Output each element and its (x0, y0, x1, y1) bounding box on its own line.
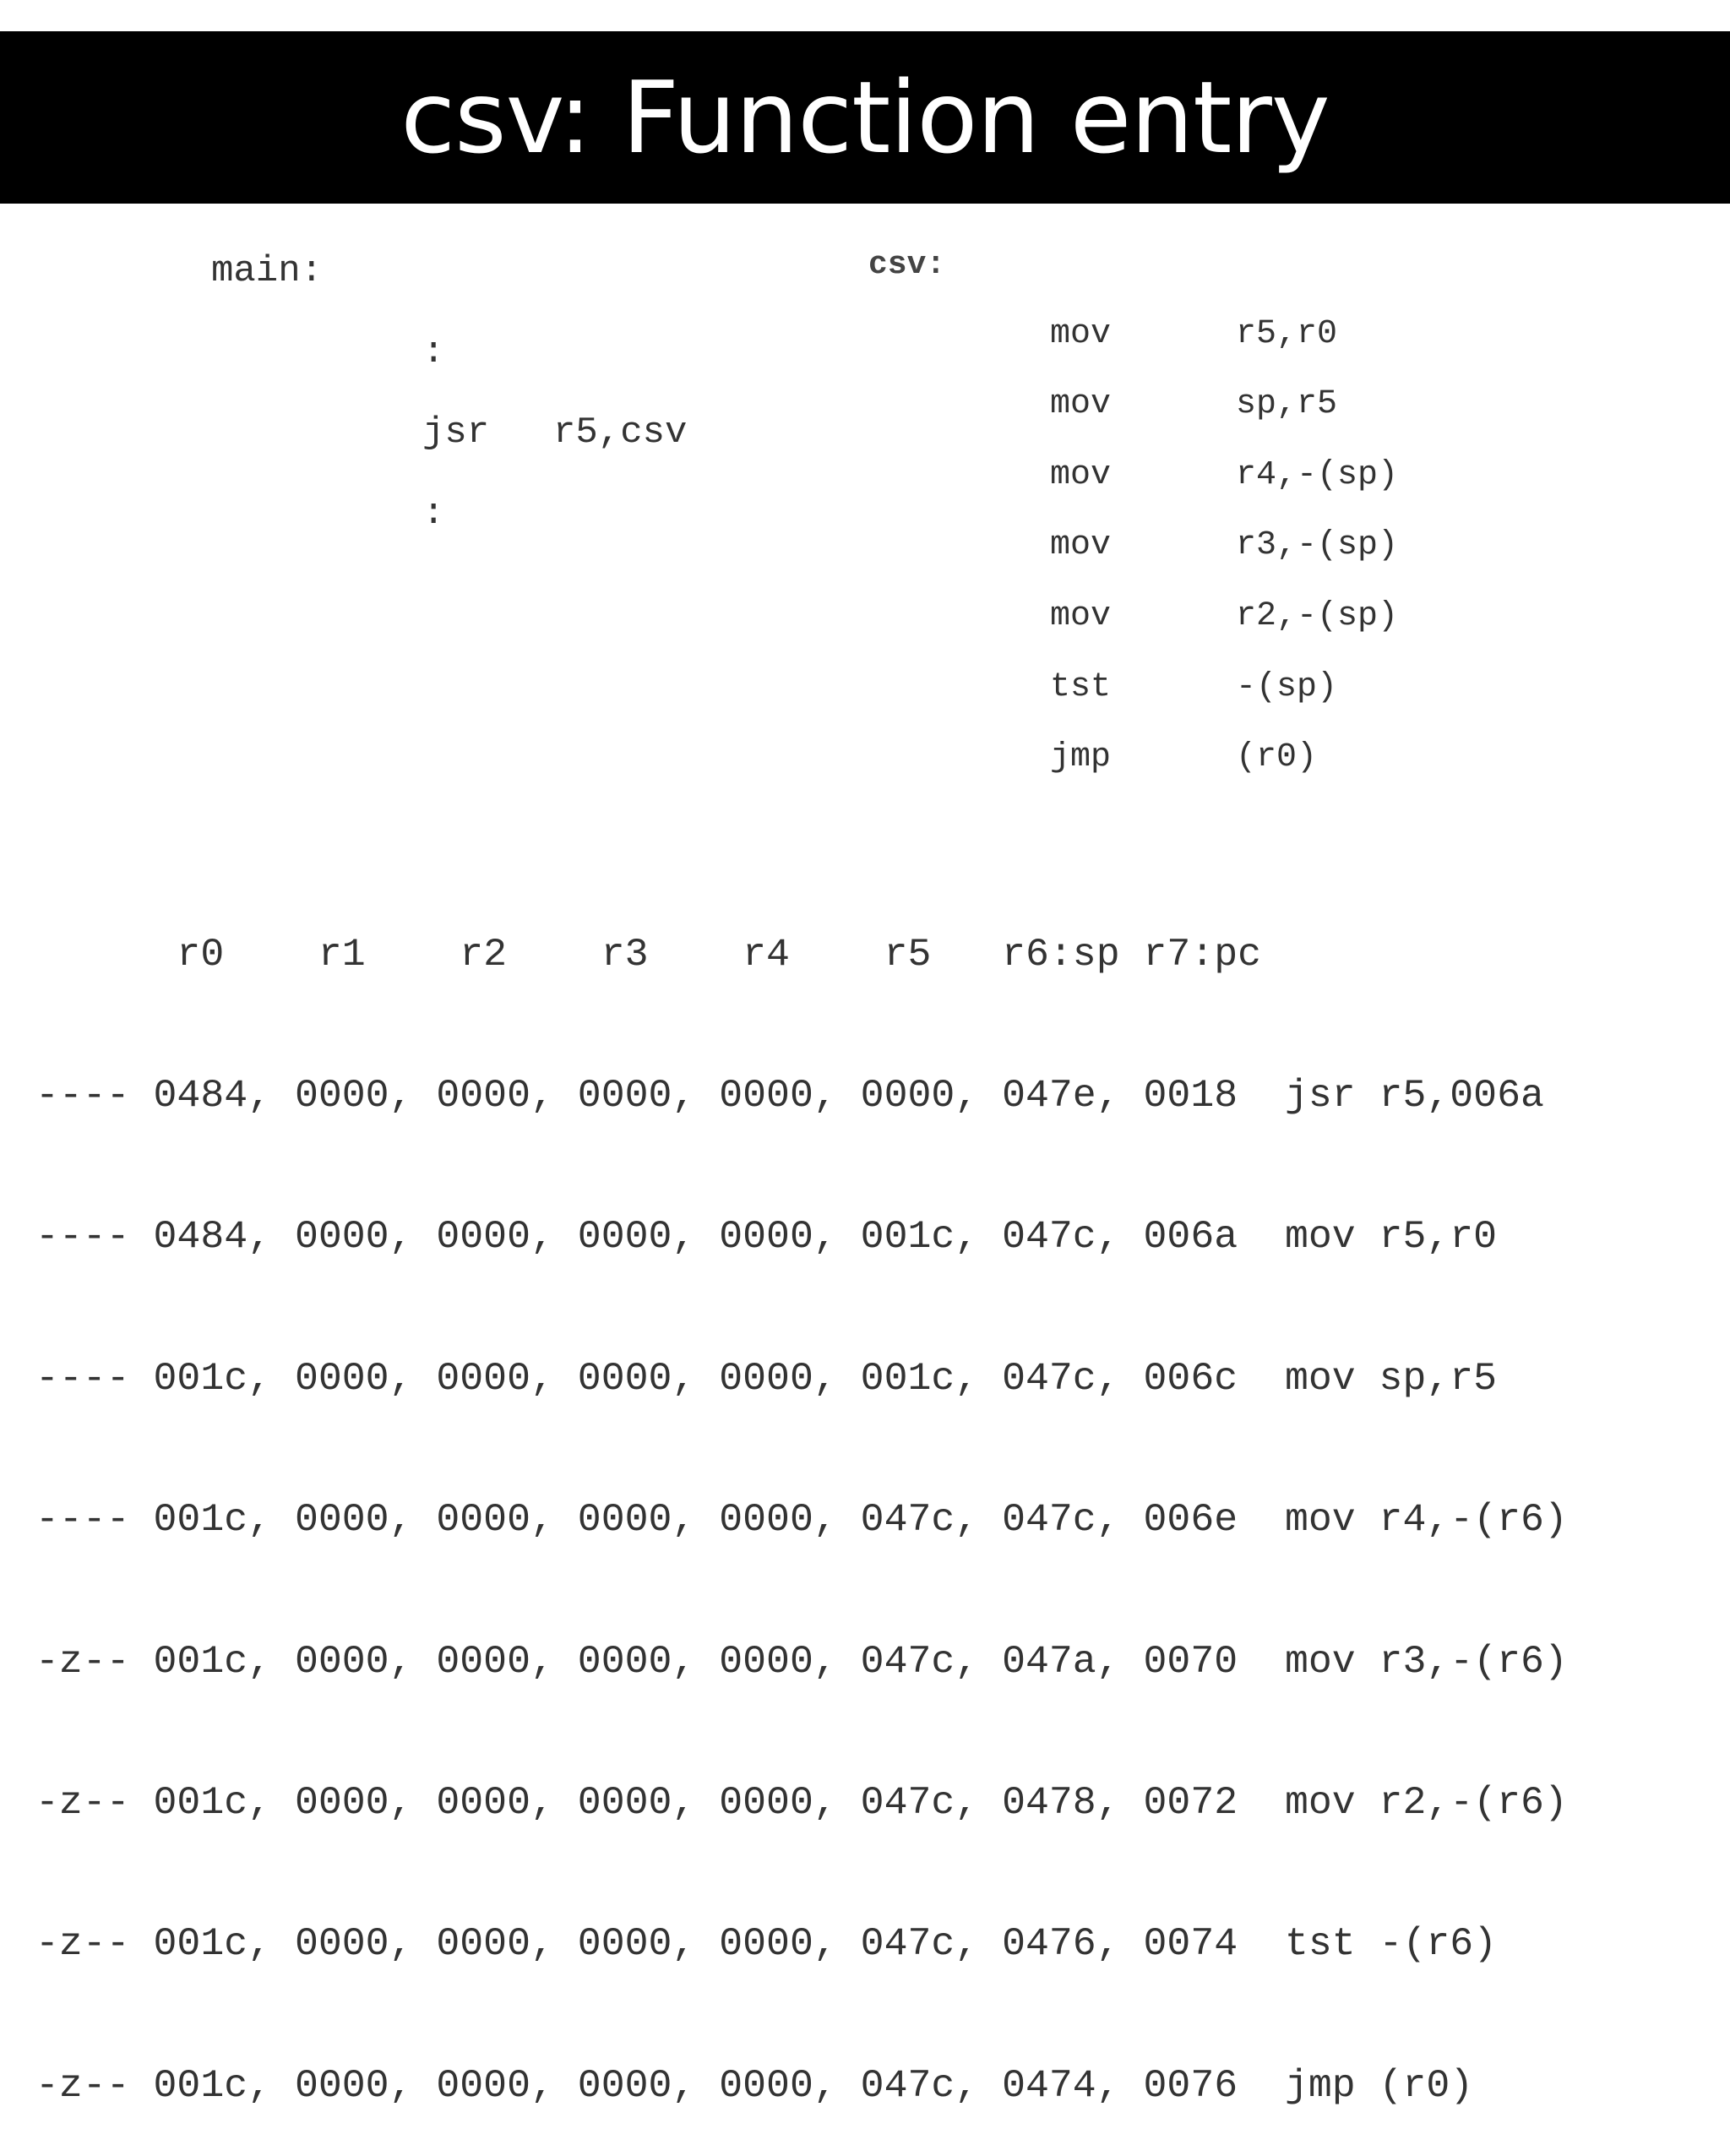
main-label: main: (211, 250, 324, 292)
main-op: : (422, 493, 445, 535)
csv-arg: r3,-(sp) (1236, 526, 1399, 564)
csv-arg: r5,r0 (1236, 315, 1338, 353)
csv-op: mov (1050, 315, 1112, 353)
csv-op: mov (1050, 456, 1112, 494)
csv-op: mov (1050, 597, 1112, 635)
trace-row: -z-- 001c, 0000, 0000, 0000, 0000, 047c,… (35, 1779, 1568, 1825)
trace-row: -z-- 001c, 0000, 0000, 0000, 0000, 047c,… (35, 1921, 1498, 1967)
trace-header: r0 r1 r2 r3 r4 r5 r6:sp r7:pc (35, 931, 1262, 977)
trace-row: ---- 0484, 0000, 0000, 0000, 0000, 0000,… (35, 1072, 1544, 1118)
trace-row: -z-- 001c, 0000, 0000, 0000, 0000, 047c,… (35, 1638, 1568, 1684)
csv-arg: (r0) (1236, 738, 1318, 776)
trace-row: ---- 001c, 0000, 0000, 0000, 0000, 001c,… (35, 1355, 1498, 1401)
trace-row: ---- 0484, 0000, 0000, 0000, 0000, 001c,… (35, 1214, 1498, 1260)
csv-op: tst (1050, 668, 1112, 706)
csv-op: mov (1050, 385, 1112, 423)
csv-arg: sp,r5 (1236, 385, 1338, 423)
csv-op: mov (1050, 526, 1112, 564)
register-trace: r0 r1 r2 r3 r4 r5 r6:sp r7:pc ---- 0484,… (35, 836, 1568, 2156)
main-op: : (422, 331, 445, 373)
trace-row: -z-- 001c, 0000, 0000, 0000, 0000, 047c,… (35, 2062, 1474, 2108)
slide-title-bar: csv: Function entry (0, 31, 1730, 204)
main-arg: r5,csv (553, 411, 688, 454)
csv-label: csv: (868, 247, 946, 283)
csv-arg: -(sp) (1236, 668, 1338, 706)
csv-arg: r4,-(sp) (1236, 456, 1399, 494)
slide-title: csv: Function entry (400, 59, 1330, 176)
main-op: jsr (422, 411, 490, 454)
csv-op: jmp (1050, 738, 1112, 776)
csv-arg: r2,-(sp) (1236, 597, 1399, 635)
trace-row: ---- 001c, 0000, 0000, 0000, 0000, 047c,… (35, 1497, 1568, 1543)
